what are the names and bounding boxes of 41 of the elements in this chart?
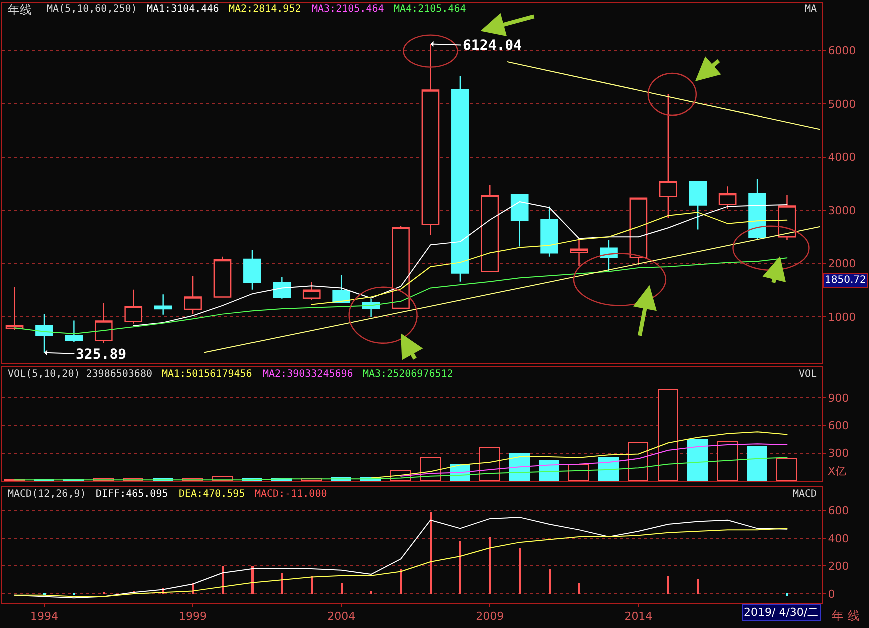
annotation: 6124.04 <box>463 38 522 54</box>
text: DEA:470.595 <box>179 489 246 500</box>
y-tick-label: 1000 <box>828 310 856 324</box>
y-axis-title: X亿 <box>828 465 847 478</box>
x-tick-label: 2004 <box>328 610 356 624</box>
chart-title: 年线 <box>8 3 32 17</box>
text: MA1:50156179456 <box>162 369 252 380</box>
text: MA4:2105.464 <box>394 4 466 15</box>
text: MA1:3104.446 <box>147 4 220 15</box>
annotation: 325.89 <box>76 347 127 363</box>
y-tick-label: 900 <box>828 392 850 405</box>
legend-title: MA(5,10,60,250) <box>47 4 138 15</box>
annotation: MA <box>805 4 818 15</box>
y-tick-label: 300 <box>828 447 850 460</box>
text: MA2:39033245696 <box>263 369 354 380</box>
text: 2019/ 4/30/二 <box>744 606 819 619</box>
y-tick-label: 200 <box>828 560 850 574</box>
text: 1850.72 <box>825 275 866 286</box>
y-tick-label: 400 <box>828 532 850 546</box>
text: MA3:25206976512 <box>363 369 454 380</box>
text: MA2:2814.952 <box>229 4 302 15</box>
x-tick-label: 2014 <box>624 610 653 624</box>
y-tick-label: 3000 <box>828 204 856 218</box>
x-tick-label: 2009 <box>476 610 504 624</box>
y-tick-label: 600 <box>828 504 850 518</box>
legend-label: MA3:2105.464 <box>312 4 384 15</box>
y-tick-label: 0 <box>828 588 836 601</box>
annotation: MACD <box>793 489 818 500</box>
text: MACD:-11.000 <box>255 489 328 500</box>
legend-title: VOL(5,10,20) 23986503680 <box>8 369 152 380</box>
y-tick-label: 5000 <box>828 98 856 111</box>
x-tick-label: 1994 <box>30 610 58 624</box>
y-tick-label: 6000 <box>828 44 856 58</box>
y-tick-label: 600 <box>828 419 850 432</box>
x-tick-label: 1999 <box>179 610 208 624</box>
legend-title: MACD(12,26,9) <box>8 489 86 500</box>
text: 年 线 <box>832 609 860 623</box>
annotation: VOL <box>799 369 818 380</box>
y-tick-label: 2000 <box>828 258 856 271</box>
text: DIFF:465.095 <box>96 489 168 500</box>
y-tick-label: 4000 <box>828 151 856 164</box>
